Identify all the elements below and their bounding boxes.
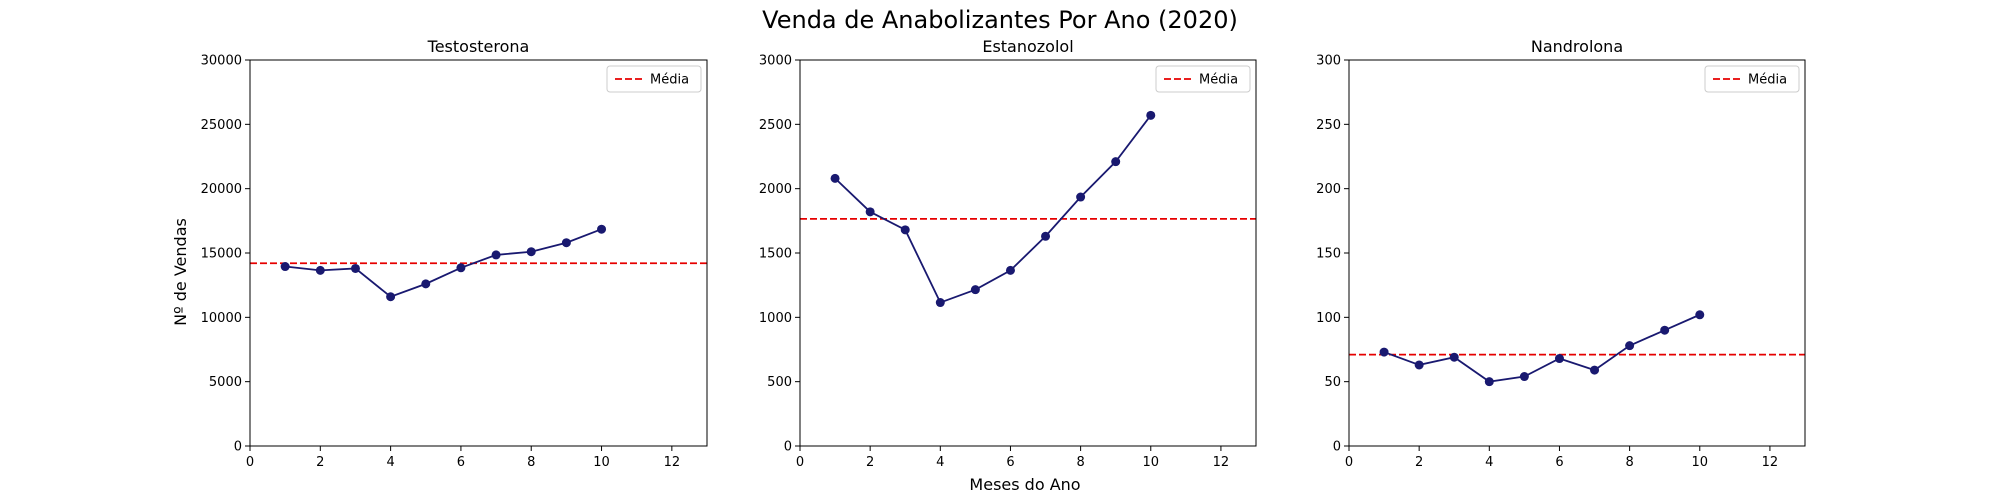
x-tick-label: 0 (1345, 455, 1353, 470)
y-tick-label: 1500 (759, 247, 792, 262)
x-tick-label: 2 (316, 455, 324, 470)
data-point (456, 263, 466, 273)
data-point (830, 173, 840, 183)
series-line (834, 114, 1152, 304)
legend-box (1704, 65, 1800, 93)
data-point (900, 225, 910, 235)
y-tick-label: 0 (784, 440, 792, 455)
y-tick-label: 15000 (201, 247, 242, 262)
x-tick-label: 12 (1213, 455, 1230, 470)
x-tick-label: 8 (527, 455, 535, 470)
axes-frame (1348, 59, 1806, 447)
x-tick-label: 12 (664, 455, 681, 470)
y-tick-label: 500 (767, 375, 792, 390)
y-tick-label: 300 (1316, 54, 1341, 69)
legend: Média (1704, 65, 1800, 93)
data-point (1414, 360, 1424, 370)
data-point (1111, 157, 1121, 167)
chart-panel-1: Testosterona 0 2 4 6 8 10 12 0 5000 10000 15000 2000… (201, 37, 708, 470)
data-point (1449, 352, 1459, 362)
legend-box (1155, 65, 1251, 93)
x-tick-label: 4 (1485, 455, 1493, 470)
data-point (935, 298, 945, 308)
data-point (1625, 341, 1635, 351)
x-tick-label: 10 (1142, 455, 1159, 470)
y-tick-label: 0 (234, 440, 242, 455)
data-point (1554, 354, 1564, 364)
x-tick-label: 8 (1625, 455, 1633, 470)
y-tick-label: 1000 (759, 311, 792, 326)
data-point (1076, 192, 1086, 202)
legend-label: Média (650, 73, 689, 88)
y-tick-label: 30000 (201, 54, 242, 69)
x-tick-label: 10 (1691, 455, 1708, 470)
data-point (280, 262, 290, 272)
series-line (285, 228, 602, 298)
data-point (1146, 110, 1156, 120)
y-tick-label: 50 (1324, 375, 1341, 390)
y-tick-label: 200 (1316, 182, 1341, 197)
data-point (865, 207, 875, 217)
y-tick-label: 25000 (201, 118, 242, 133)
y-tick-label: 3000 (759, 54, 792, 69)
y-axis-label: Nº de Vendas (171, 218, 190, 326)
y-tick-label: 5000 (209, 375, 242, 390)
x-tick-label: 0 (796, 455, 804, 470)
y-tick-label: 2500 (759, 118, 792, 133)
data-point (597, 224, 607, 234)
data-point (1519, 372, 1529, 382)
x-tick-label: 2 (1415, 455, 1423, 470)
panel-title: Nandrolona (1531, 37, 1623, 56)
data-point (526, 247, 536, 257)
chart-panel-3: Nandrolona 0 2 4 6 8 10 12 0 50 100 150 200 250 300 Méd… (1316, 37, 1806, 470)
data-point (1005, 265, 1015, 275)
x-axis-label: Meses do Ano (969, 475, 1080, 494)
data-point (1041, 231, 1051, 241)
panel-title: Estanozolol (982, 37, 1073, 56)
figure-title: Venda de Anabolizantes Por Ano (2020) (762, 6, 1238, 34)
x-tick-label: 6 (1006, 455, 1014, 470)
axes-frame (799, 59, 1257, 447)
y-tick-label: 250 (1316, 118, 1341, 133)
data-point (491, 250, 501, 260)
data-point (970, 285, 980, 295)
legend-label: Média (1199, 73, 1238, 88)
data-point (386, 292, 396, 302)
x-tick-label: 0 (246, 455, 254, 470)
axes-frame (249, 59, 708, 447)
data-point (1660, 325, 1670, 335)
x-tick-label: 8 (1076, 455, 1084, 470)
x-tick-label: 2 (866, 455, 874, 470)
x-tick-label: 6 (457, 455, 465, 470)
legend: Média (1155, 65, 1251, 93)
y-tick-label: 20000 (201, 182, 242, 197)
legend-box (606, 65, 702, 93)
x-tick-label: 6 (1555, 455, 1563, 470)
data-point (1590, 365, 1600, 375)
y-tick-label: 100 (1316, 311, 1341, 326)
y-tick-label: 10000 (201, 311, 242, 326)
data-point (421, 279, 431, 289)
series-line (1383, 313, 1701, 383)
x-tick-label: 10 (593, 455, 610, 470)
data-point (1379, 347, 1389, 357)
data-point (561, 238, 571, 248)
panel-title: Testosterona (427, 37, 530, 56)
legend-label: Média (1748, 73, 1787, 88)
y-tick-label: 0 (1333, 440, 1341, 455)
chart-panel-2: Estanozolol 0 2 4 6 8 10 12 0 500 1000 1500 2000 2500… (759, 37, 1257, 470)
data-point (315, 265, 325, 275)
data-point (350, 263, 360, 273)
data-point (1695, 310, 1705, 320)
x-tick-label: 4 (936, 455, 944, 470)
legend: Média (606, 65, 702, 93)
data-point (1484, 377, 1494, 387)
y-tick-label: 150 (1316, 247, 1341, 262)
y-tick-label: 2000 (759, 182, 792, 197)
x-tick-label: 12 (1762, 455, 1779, 470)
x-tick-label: 4 (386, 455, 394, 470)
